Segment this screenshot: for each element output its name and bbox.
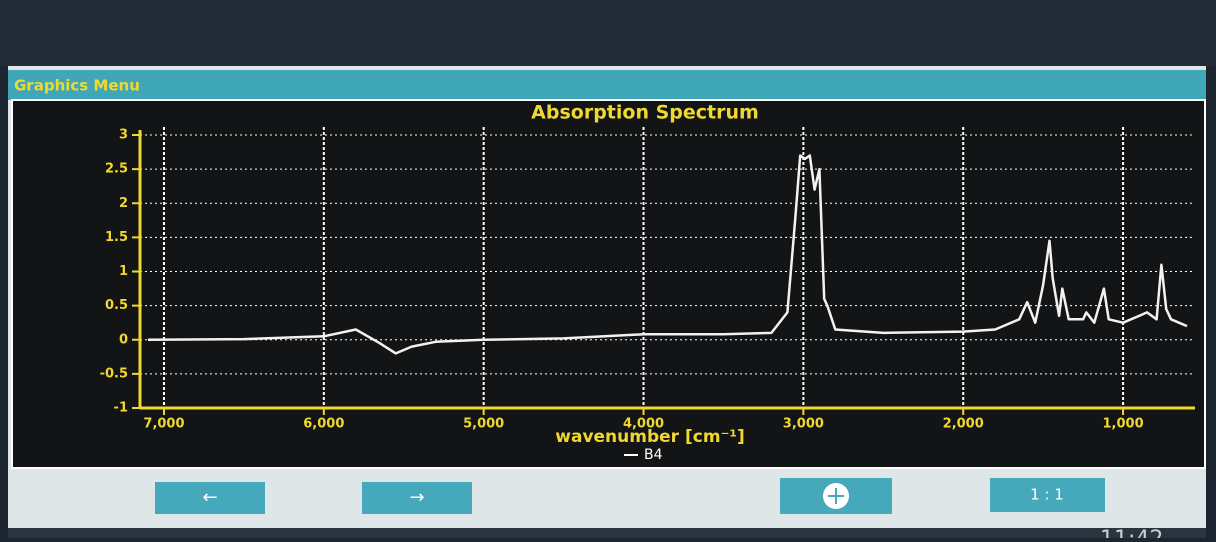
x-tick-label: 6,000	[303, 417, 344, 432]
button-one-to-one[interactable]	[990, 478, 1105, 512]
x-tick-label: 2,000	[943, 417, 984, 432]
y-tick-label: 3	[119, 128, 128, 143]
bottom-bar	[8, 528, 1206, 538]
y-tick-label: 2.5	[105, 162, 128, 177]
top-bezel	[0, 0, 1216, 66]
window-title: Graphics Menu	[14, 77, 140, 95]
x-tick-label: 1,000	[1103, 417, 1144, 432]
button-right[interactable]	[362, 482, 472, 514]
chart-title: Absorption Spectrum	[531, 102, 759, 124]
spectrum-line	[147, 154, 1188, 355]
x-tick-label: 4,000	[623, 417, 664, 432]
y-tick-label: -0.5	[100, 366, 128, 381]
y-tick-label: 0.5	[105, 298, 128, 313]
y-tick-label: 2	[119, 196, 128, 211]
x-tick-label: 5,000	[463, 417, 504, 432]
legend-label: B4	[644, 447, 663, 463]
button-label: 1 : 1	[1030, 486, 1064, 504]
chart-panel	[11, 99, 1206, 469]
button-label: ←	[202, 487, 217, 508]
x-axis-label: wavenumber [cm⁻¹]	[555, 427, 744, 447]
y-tick-label: 0	[119, 332, 128, 347]
x-tick-label: 7,000	[143, 417, 184, 432]
y-tick-label: -1	[114, 401, 128, 416]
y-tick-label: 1	[119, 264, 128, 279]
zoom-icon-cross	[828, 488, 844, 504]
clock: 11:42	[1100, 527, 1163, 538]
y-tick-label: 1.5	[105, 230, 128, 245]
button-label: →	[409, 487, 424, 508]
x-tick-label: 3,000	[783, 417, 824, 432]
title-bar	[8, 70, 1206, 100]
plot: -1 -0.5 0 0.5 1 1.5 2 2.5 3 7,000 6,000 5,000 4,000 3…	[100, 127, 1195, 432]
button-left[interactable]	[155, 482, 265, 514]
